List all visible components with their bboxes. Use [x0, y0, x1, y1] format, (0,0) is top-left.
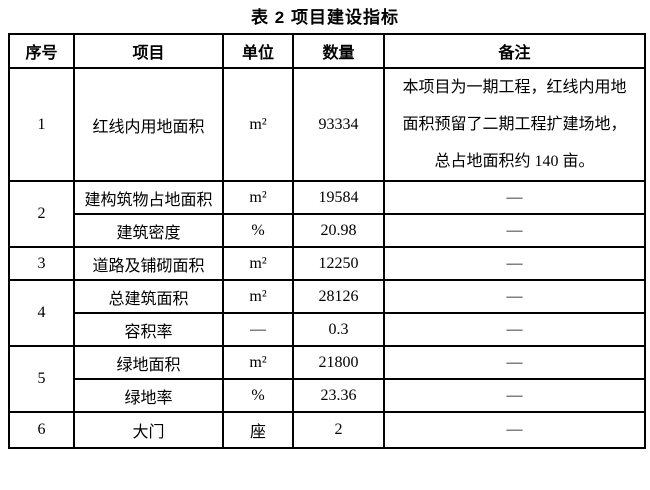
table-row: 6 大门 座 2 —: [8, 411, 646, 449]
cell-quantity: 19584: [292, 180, 385, 215]
cell-remark: —: [383, 213, 646, 248]
cell-item: 容积率: [73, 312, 224, 347]
cell-unit: m²: [222, 67, 294, 182]
cell-serial: 5: [8, 345, 75, 413]
header-remark: 备注: [383, 33, 646, 69]
remark-line: 本项目为一期工程，红线内用地: [402, 79, 627, 96]
cell-remark: —: [383, 180, 646, 215]
cell-remark: —: [383, 312, 646, 347]
cell-unit: m²: [222, 246, 294, 281]
cell-quantity: 0.3: [292, 312, 385, 347]
table-row: 4 总建筑面积 m² 28126 —: [8, 279, 646, 347]
table-title: 表 2 项目建设指标: [251, 8, 399, 27]
header-row: 序号 项目 单位 数量 备注: [8, 33, 646, 69]
cell-serial: 4: [8, 279, 75, 347]
cell-unit: m²: [222, 279, 294, 314]
header-quantity: 数量: [292, 33, 385, 69]
cell-quantity: 28126: [292, 279, 385, 314]
cell-unit: m²: [222, 345, 294, 380]
cell-quantity: 23.36: [292, 378, 385, 413]
cell-unit: —: [222, 312, 294, 347]
remark-line: 面积预留了二期工程扩建场地，: [402, 116, 627, 133]
header-item: 项目: [73, 33, 224, 69]
table-row: 5 绿地面积 m² 21800 —: [8, 345, 646, 413]
cell-quantity: 2: [292, 411, 385, 449]
cell-item: 绿地面积: [73, 345, 224, 380]
table-row: 2 建构筑物占地面积 m² 19584 —: [8, 180, 646, 248]
table-row: 容积率 — 0.3 —: [9, 312, 646, 347]
cell-serial: 6: [8, 411, 75, 449]
cell-item: 红线内用地面积: [73, 67, 224, 182]
remark-line: 总占地面积约 140 亩。: [434, 153, 595, 170]
cell-remark: —: [383, 411, 646, 449]
header-unit: 单位: [222, 33, 294, 69]
cell-serial: 3: [8, 246, 75, 281]
cell-item: 建构筑物占地面积: [73, 180, 224, 215]
cell-quantity: 20.98: [292, 213, 385, 248]
cell-serial: 1: [8, 67, 75, 182]
header-serial: 序号: [8, 33, 75, 69]
table-row: 3 道路及铺砌面积 m² 12250 —: [8, 246, 646, 281]
cell-remark: —: [383, 279, 646, 314]
cell-remark: 本项目为一期工程，红线内用地 面积预留了二期工程扩建场地， 总占地面积约 140…: [383, 67, 646, 182]
cell-item: 大门: [73, 411, 224, 449]
cell-item: 总建筑面积: [73, 279, 224, 314]
cell-unit: %: [222, 213, 294, 248]
cell-remark: —: [383, 378, 646, 413]
table-row: 1 红线内用地面积 m² 93334 本项目为一期工程，红线内用地 面积预留了二…: [8, 67, 646, 182]
cell-item: 建筑密度: [73, 213, 224, 248]
cell-remark: —: [383, 246, 646, 281]
cell-unit: m²: [222, 180, 294, 215]
cell-quantity: 93334: [292, 67, 385, 182]
cell-remark: —: [383, 345, 646, 380]
cell-unit: 座: [222, 411, 294, 449]
cell-serial: 2: [8, 180, 75, 248]
project-indicators-table: 序号 项目 单位 数量 备注 1 红线内用地面积 m² 93334 本项目为一期…: [8, 33, 646, 449]
cell-quantity: 21800: [292, 345, 385, 380]
cell-item: 绿地率: [73, 378, 224, 413]
cell-unit: %: [222, 378, 294, 413]
table-row: 绿地率 % 23.36 —: [9, 378, 646, 413]
table-row: 建筑密度 % 20.98 —: [9, 213, 646, 248]
cell-quantity: 12250: [292, 246, 385, 281]
cell-item: 道路及铺砌面积: [73, 246, 224, 281]
